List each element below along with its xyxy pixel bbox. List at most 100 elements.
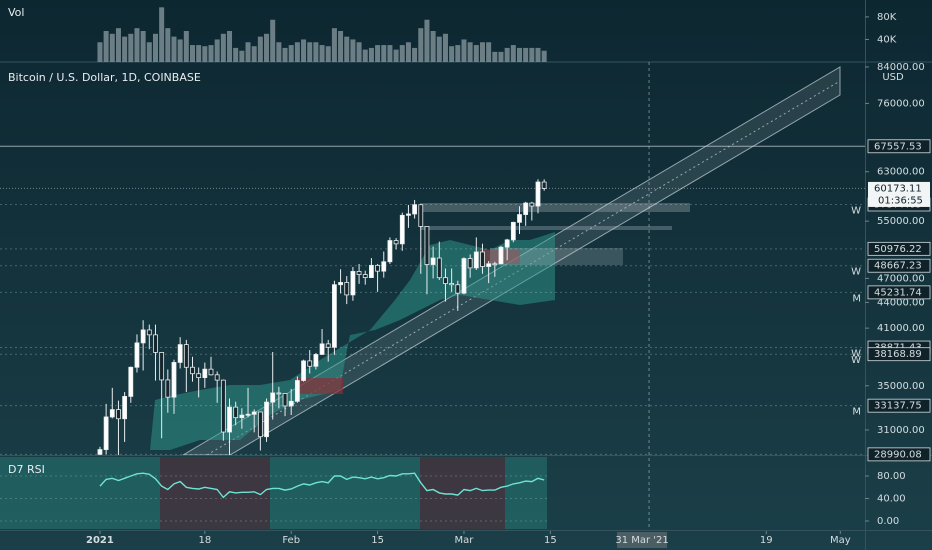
candle-body xyxy=(467,258,473,269)
volume-bar xyxy=(375,45,381,62)
rsi-title: D7 RSI xyxy=(8,463,45,476)
volume-bar xyxy=(516,47,522,62)
rsi-band xyxy=(420,457,505,529)
volume-bar xyxy=(307,42,313,62)
rsi-band xyxy=(270,457,420,529)
x-tick-label: 2021 xyxy=(86,535,114,546)
candle-body xyxy=(220,379,226,433)
candle-body xyxy=(529,202,535,207)
volume-bar xyxy=(171,36,177,62)
zone xyxy=(490,248,623,265)
volume-bar xyxy=(362,49,368,62)
candle-body xyxy=(270,392,276,403)
candle-body xyxy=(208,368,214,376)
volume-bar xyxy=(134,28,140,62)
volume-bar xyxy=(350,39,356,62)
volume-bar xyxy=(140,31,146,62)
volume-bar xyxy=(288,45,294,62)
candle-body xyxy=(412,204,418,215)
volume-bar xyxy=(128,33,134,62)
volume-bar xyxy=(227,31,233,62)
rsi-band xyxy=(160,457,270,529)
candle-body xyxy=(332,284,337,348)
candle-body xyxy=(227,406,232,433)
y-tick-label: 31000.00 xyxy=(877,425,925,436)
volume-bar xyxy=(381,45,387,62)
volume-bar xyxy=(122,36,128,62)
level-tag: W xyxy=(851,349,861,360)
volume-bar xyxy=(442,33,448,62)
candle-body xyxy=(541,181,547,189)
current-price-box xyxy=(868,181,930,207)
x-tick-label: 15 xyxy=(544,535,557,546)
candle-body xyxy=(344,282,350,296)
level-label: 33137.75 xyxy=(874,401,922,412)
volume-bar xyxy=(301,39,307,62)
volume-bar xyxy=(165,28,171,62)
candle-body xyxy=(510,221,516,241)
y-tick-label: 80.00 xyxy=(877,471,906,482)
x-tick-label: Feb xyxy=(282,535,300,546)
candle-body xyxy=(264,401,269,438)
candle-body xyxy=(393,240,399,245)
rsi-band xyxy=(0,457,160,529)
candle-body xyxy=(294,380,300,402)
volume-bar xyxy=(393,49,399,62)
volume-bar xyxy=(251,46,257,62)
volume-bar xyxy=(492,51,498,62)
volume-bar xyxy=(325,46,331,62)
level-box xyxy=(867,285,931,300)
volume-bar xyxy=(270,19,276,62)
volume-bar xyxy=(424,19,430,62)
volume-bar xyxy=(436,36,442,62)
volume-bar xyxy=(264,33,270,62)
volume-bar xyxy=(529,47,535,62)
candle-body xyxy=(325,343,331,348)
volume-bar xyxy=(368,47,374,62)
candle-body xyxy=(406,213,411,216)
volume-bar xyxy=(115,28,121,62)
volume-bar xyxy=(473,45,479,62)
y-tick-label: 0.00 xyxy=(877,516,899,527)
volume-bar xyxy=(455,45,461,62)
candle-body xyxy=(535,181,541,207)
level-box xyxy=(867,447,931,462)
x-tick-label: 15 xyxy=(371,535,384,546)
current-price-label: 60173.11 xyxy=(874,183,922,194)
candle-body xyxy=(122,396,128,420)
candle-body xyxy=(146,329,152,336)
candle-body xyxy=(523,202,529,215)
volume-bar xyxy=(510,45,516,62)
chart-title: Bitcoin / U.S. Dollar, 1D, COINBASE xyxy=(8,71,201,84)
candle-body xyxy=(134,342,140,368)
volume-bar xyxy=(196,45,202,62)
candle-body xyxy=(239,414,245,419)
cloud xyxy=(150,232,555,450)
level-box xyxy=(867,398,931,413)
candle-body xyxy=(381,261,387,272)
level-label: 50976.22 xyxy=(874,244,922,255)
volume-bar xyxy=(412,47,418,62)
level-box xyxy=(867,347,931,362)
volume-bar xyxy=(467,42,473,62)
candle-body xyxy=(153,334,158,353)
candle-body xyxy=(504,239,510,248)
volume-bar xyxy=(486,42,492,62)
candle-body xyxy=(319,343,325,355)
candle-body xyxy=(196,373,202,379)
volume-bar xyxy=(233,47,239,62)
volume-bar xyxy=(461,39,467,62)
volume-bar xyxy=(214,39,220,62)
volume-bar xyxy=(146,42,152,62)
candle-body xyxy=(313,354,319,367)
candle-body xyxy=(202,368,208,379)
y-tick-label: 40K xyxy=(877,34,897,45)
zone xyxy=(420,226,672,230)
candle-body xyxy=(116,409,121,420)
volume-bar xyxy=(183,31,189,62)
volume-bar xyxy=(523,47,529,62)
candle-body xyxy=(369,264,374,278)
x-tick-label: 18 xyxy=(198,535,211,546)
volume-bar xyxy=(449,46,455,62)
volume-bar xyxy=(239,50,245,62)
